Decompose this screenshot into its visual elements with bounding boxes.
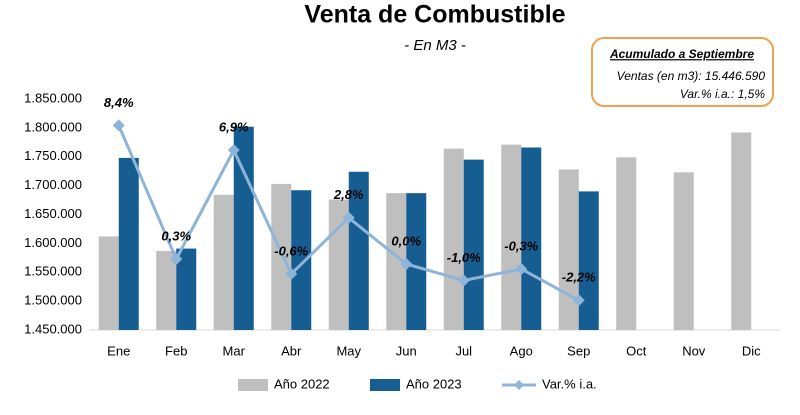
bar [521, 147, 542, 330]
marker [227, 144, 240, 157]
y-tick-label: 1.600.000 [24, 235, 82, 250]
bar [233, 126, 254, 330]
legend-swatch [370, 379, 400, 391]
bar [501, 144, 522, 330]
bar [616, 157, 637, 330]
bar [386, 193, 407, 330]
y-tick-label: 1.750.000 [24, 148, 82, 163]
y-tick-label: 1.500.000 [24, 293, 82, 308]
bar [578, 191, 599, 330]
box-line: Ventas (en m3): 15.446.590 [617, 69, 766, 83]
x-tick-label: Jun [396, 343, 417, 358]
marker [112, 119, 125, 132]
marker [285, 267, 298, 280]
bar [406, 193, 427, 330]
marker [400, 258, 413, 270]
data-label: 6,9% [219, 120, 249, 135]
summary-box [591, 37, 774, 107]
bar [443, 148, 464, 330]
bar [213, 194, 234, 330]
legend-label: Año 2022 [274, 376, 330, 391]
bar [673, 172, 694, 330]
bar [156, 250, 177, 330]
legend-swatch [514, 380, 524, 390]
bar [463, 159, 484, 330]
y-tick-label: 1.850.000 [24, 90, 82, 105]
y-tick-label: 1.550.000 [24, 264, 82, 279]
marker [515, 262, 528, 275]
x-tick-label: Ene [107, 343, 130, 358]
y-tick-label: 1.800.000 [24, 119, 82, 134]
bar [291, 190, 312, 330]
x-tick-label: May [336, 343, 361, 358]
marker [457, 274, 470, 287]
data-label: 8,4% [104, 95, 134, 110]
x-tick-label: Abr [281, 343, 302, 358]
legend-label: Var.% i.a. [542, 376, 597, 391]
chart-title: Venta de Combustible [304, 1, 565, 29]
x-tick-label: Nov [682, 343, 706, 358]
y-tick-label: 1.700.000 [24, 177, 82, 192]
box-title: Acumulado a Septiembre [609, 47, 754, 61]
bar [118, 157, 139, 330]
legend-label: Año 2023 [406, 376, 462, 391]
marker [342, 211, 355, 224]
bar [98, 236, 119, 330]
data-label: 2,8% [333, 187, 364, 202]
bar [176, 248, 197, 330]
y-tick-label: 1.650.000 [24, 206, 82, 221]
legend-swatch [238, 379, 268, 391]
data-label: -2,2% [562, 270, 596, 285]
marker [170, 253, 183, 266]
x-tick-label: Oct [626, 343, 647, 358]
x-tick-label: Ago [510, 343, 533, 358]
data-label: -1,0% [447, 250, 481, 265]
x-tick-label: Jul [455, 343, 472, 358]
data-label: 0,0% [391, 233, 421, 248]
bar [558, 169, 579, 330]
bar [348, 171, 369, 330]
x-tick-label: Feb [165, 343, 187, 358]
bar [271, 183, 292, 330]
box-line: Var.% i.a.: 1,5% [680, 87, 765, 101]
x-tick-label: Sep [567, 343, 590, 358]
y-tick-label: 1.450.000 [24, 321, 82, 336]
x-tick-label: Mar [223, 343, 246, 358]
data-label: -0,3% [504, 238, 538, 253]
chart-subtitle: - En M3 - [404, 37, 466, 54]
data-label: -0,6% [274, 243, 308, 258]
x-tick-label: Dic [742, 343, 761, 358]
marker [572, 294, 585, 307]
bar [731, 132, 752, 330]
data-label: 0,3% [161, 228, 191, 243]
